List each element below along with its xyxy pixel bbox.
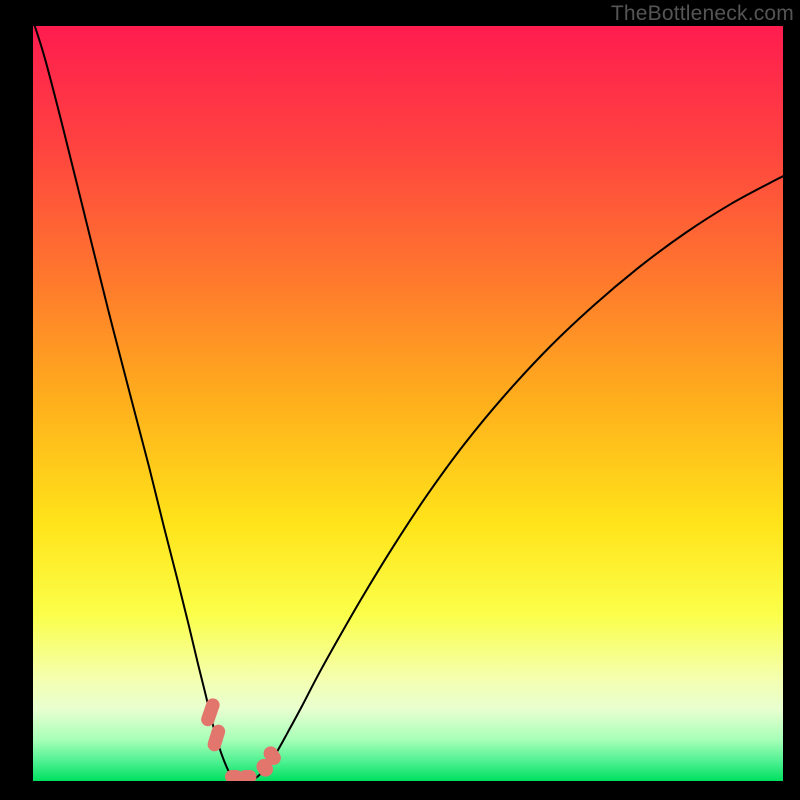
watermark-text: TheBottleneck.com bbox=[611, 2, 794, 26]
gradient-background bbox=[33, 26, 783, 781]
bottleneck-curve-chart bbox=[0, 0, 800, 800]
chart-stage: TheBottleneck.com bbox=[0, 0, 800, 800]
data-marker bbox=[239, 770, 257, 784]
